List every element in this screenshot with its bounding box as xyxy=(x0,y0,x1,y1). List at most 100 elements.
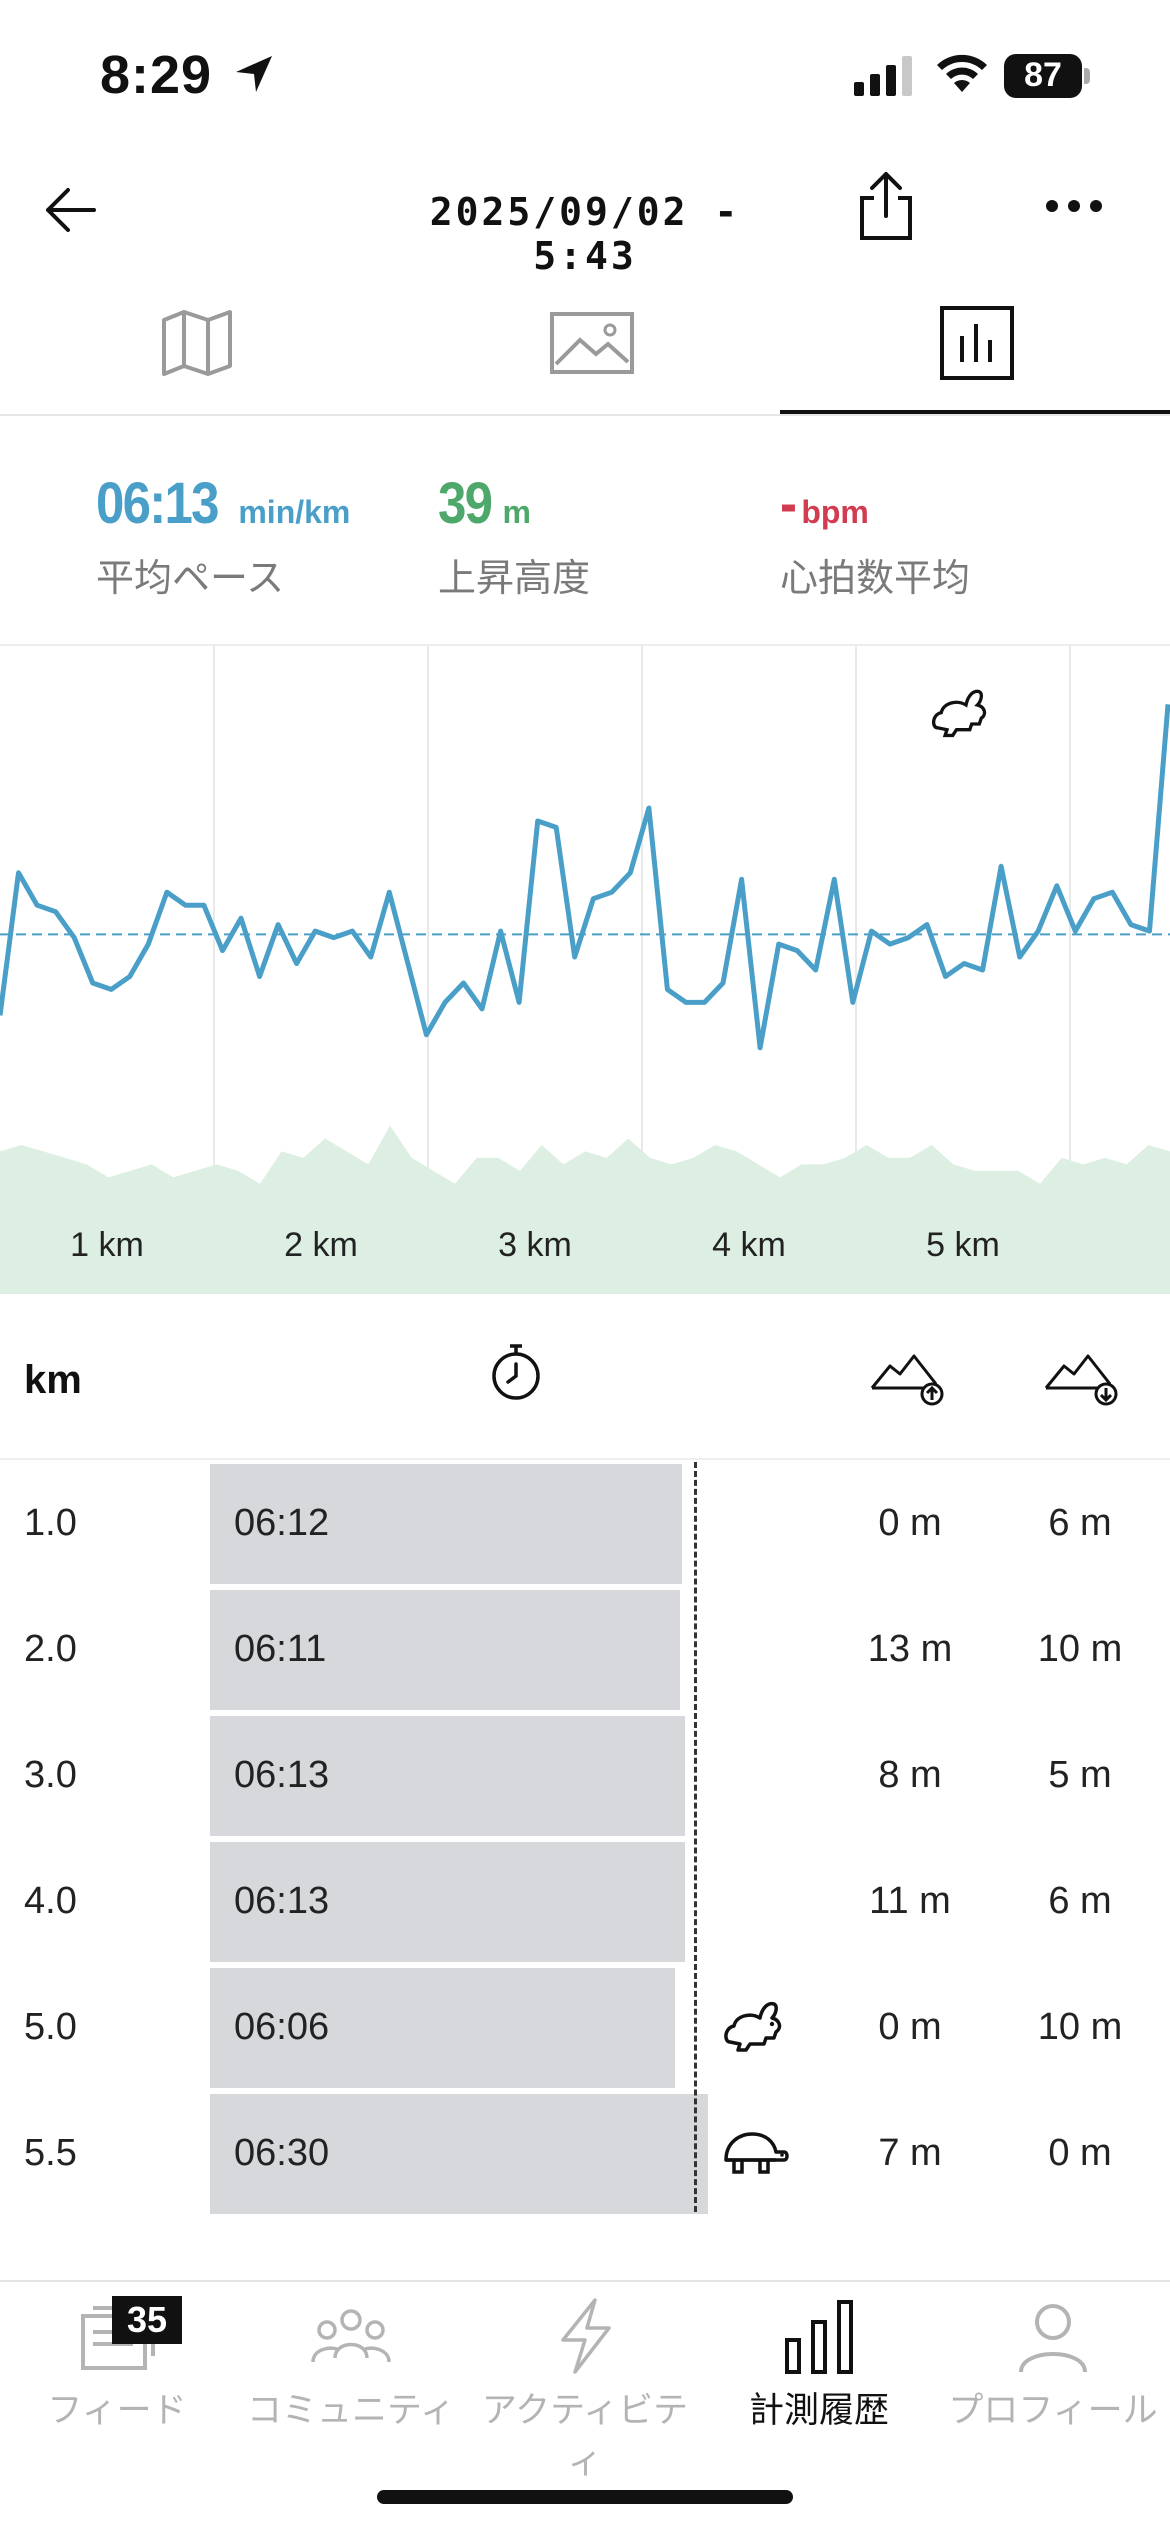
status-time: 8:29 xyxy=(100,45,213,105)
tab-stats[interactable] xyxy=(780,290,1170,414)
location-arrow-icon xyxy=(236,56,272,92)
lightning-icon xyxy=(561,2298,611,2374)
row-elevation-down: 10 m xyxy=(1037,2006,1123,2048)
tab-map[interactable] xyxy=(0,290,390,416)
rabbit-icon xyxy=(724,2001,782,2052)
row-pace: 06:12 xyxy=(234,1502,330,1544)
table-row: 3.0 06:13 8 m 5 m xyxy=(0,1716,1170,1836)
divider xyxy=(0,644,1170,646)
row-elevation-up: 8 m xyxy=(878,1754,942,1796)
row-elevation-down: 6 m xyxy=(1048,1502,1112,1544)
pace-series-line xyxy=(0,704,1170,1051)
nav-feed[interactable]: 35 フィード xyxy=(0,2282,234,2462)
stat-heart-rate: - bpm 心拍数平均 xyxy=(780,470,970,602)
back-arrow-icon[interactable] xyxy=(40,180,100,240)
bar-chart-icon xyxy=(785,2300,853,2374)
battery-indicator: 87 xyxy=(1004,54,1090,98)
row-pace: 06:30 xyxy=(234,2132,330,2174)
elevation-down-icon xyxy=(1044,1354,1118,1406)
row-pace: 06:13 xyxy=(234,1754,330,1796)
elevation-area xyxy=(0,1125,1170,1294)
share-icon[interactable] xyxy=(856,170,916,242)
pace-bar xyxy=(210,1968,675,2088)
more-options-icon[interactable] xyxy=(1044,196,1104,216)
feed-badge: 35 xyxy=(112,2296,182,2344)
page-title: 2025/09/02 - 5:43 xyxy=(429,190,741,278)
row-km: 5.5 xyxy=(24,2132,77,2174)
table-row: 5.5 06:30 7 m 0 m xyxy=(0,2094,1170,2214)
x-tick-label: 5 km xyxy=(926,1226,1000,1264)
summary-stats: 06:13 min/km 平均ペース 39 m 上昇高度 - bpm 心拍数平均 xyxy=(0,470,1170,640)
pace-unit: min/km xyxy=(238,494,351,530)
pace-chart-svg: 1 km 2 km 3 km 4 km 5 km xyxy=(0,646,1170,1294)
row-pace: 06:13 xyxy=(234,1880,330,1922)
nav-community[interactable]: コミュニティ xyxy=(234,2282,468,2462)
row-km: 3.0 xyxy=(24,1754,77,1796)
nav-profile[interactable]: プロフィール xyxy=(936,2282,1170,2462)
stopwatch-icon xyxy=(492,1344,540,1400)
table-row: 1.0 06:12 0 m 6 m xyxy=(0,1464,1170,1584)
pace-chart: 1 km 2 km 3 km 4 km 5 km xyxy=(0,646,1170,1294)
x-tick-label: 4 km xyxy=(712,1226,786,1264)
row-elevation-up: 7 m xyxy=(878,2132,942,2174)
x-tick-label: 2 km xyxy=(284,1226,358,1264)
heart-rate-value: - xyxy=(780,471,797,536)
header: 2025/09/02 - 5:43 xyxy=(0,160,1170,278)
row-elevation-down: 0 m xyxy=(1048,2132,1112,2174)
elevation-up-icon xyxy=(870,1354,944,1406)
nav-feed-label: フィード xyxy=(47,2391,187,2430)
heart-rate-unit: bpm xyxy=(801,494,869,530)
battery-level: 87 xyxy=(1024,56,1062,94)
status-bar: 8:29 87 xyxy=(0,0,1170,150)
nav-activity[interactable]: アクティビティ xyxy=(468,2282,702,2481)
pace-label: 平均ペース xyxy=(96,558,285,600)
bottom-navigation: 35 フィード コミュニティ アクティビティ 計測履歴 プロフィール xyxy=(0,2280,1170,2532)
splits-table-header: km xyxy=(0,1300,1170,1460)
km-column-header: km xyxy=(24,1358,82,1402)
elevation-label: 上昇高度 xyxy=(438,558,591,600)
community-icon xyxy=(311,2309,391,2363)
stats-icon xyxy=(940,306,1014,380)
row-elevation-up: 13 m xyxy=(867,1628,953,1670)
home-indicator xyxy=(377,2490,793,2504)
pace-bar xyxy=(210,2094,708,2214)
pace-bar xyxy=(210,1716,685,1836)
row-elevation-up: 11 m xyxy=(869,1880,951,1922)
row-km: 5.0 xyxy=(24,2006,77,2048)
pace-bar xyxy=(210,1590,680,1710)
turtle-icon xyxy=(724,2132,789,2174)
image-icon xyxy=(550,312,634,374)
nav-profile-label: プロフィール xyxy=(948,2391,1158,2430)
row-elevation-down: 10 m xyxy=(1037,1628,1123,1670)
table-row: 5.0 06:06 0 m 10 m xyxy=(0,1968,1170,2088)
pace-value: 06:13 xyxy=(96,471,220,536)
tab-photos[interactable] xyxy=(390,290,780,416)
view-tabs xyxy=(0,290,1170,416)
x-tick-label: 1 km xyxy=(70,1226,144,1264)
row-pace: 06:06 xyxy=(234,2006,330,2048)
nav-history[interactable]: 計測履歴 xyxy=(702,2282,936,2462)
average-pace-marker xyxy=(694,1462,697,2212)
table-row: 4.0 06:13 11 m 6 m xyxy=(0,1842,1170,1962)
row-km: 4.0 xyxy=(24,1880,77,1922)
wifi-icon xyxy=(937,54,987,92)
row-pace: 06:11 xyxy=(234,1628,327,1670)
row-km: 1.0 xyxy=(24,1502,77,1544)
row-elevation-down: 6 m xyxy=(1048,1880,1112,1922)
heart-rate-label: 心拍数平均 xyxy=(780,558,971,600)
nav-history-label: 計測履歴 xyxy=(748,2391,889,2430)
elevation-value: 39 xyxy=(438,471,493,536)
elevation-unit: m xyxy=(502,494,531,530)
pace-bar xyxy=(210,1842,685,1962)
nav-community-label: コミュニティ xyxy=(247,2391,455,2430)
row-elevation-up: 0 m xyxy=(878,2006,942,2048)
table-row: 2.0 06:11 13 m 10 m xyxy=(0,1590,1170,1710)
x-tick-label: 3 km xyxy=(498,1226,572,1264)
pace-bar xyxy=(210,1464,682,1584)
row-elevation-down: 5 m xyxy=(1048,1754,1112,1796)
rabbit-icon xyxy=(932,689,987,738)
row-km: 2.0 xyxy=(24,1628,77,1670)
map-icon xyxy=(162,310,232,376)
nav-activity-label: アクティビティ xyxy=(481,2391,689,2481)
stat-elevation-gain: 39 m 上昇高度 xyxy=(438,470,590,602)
